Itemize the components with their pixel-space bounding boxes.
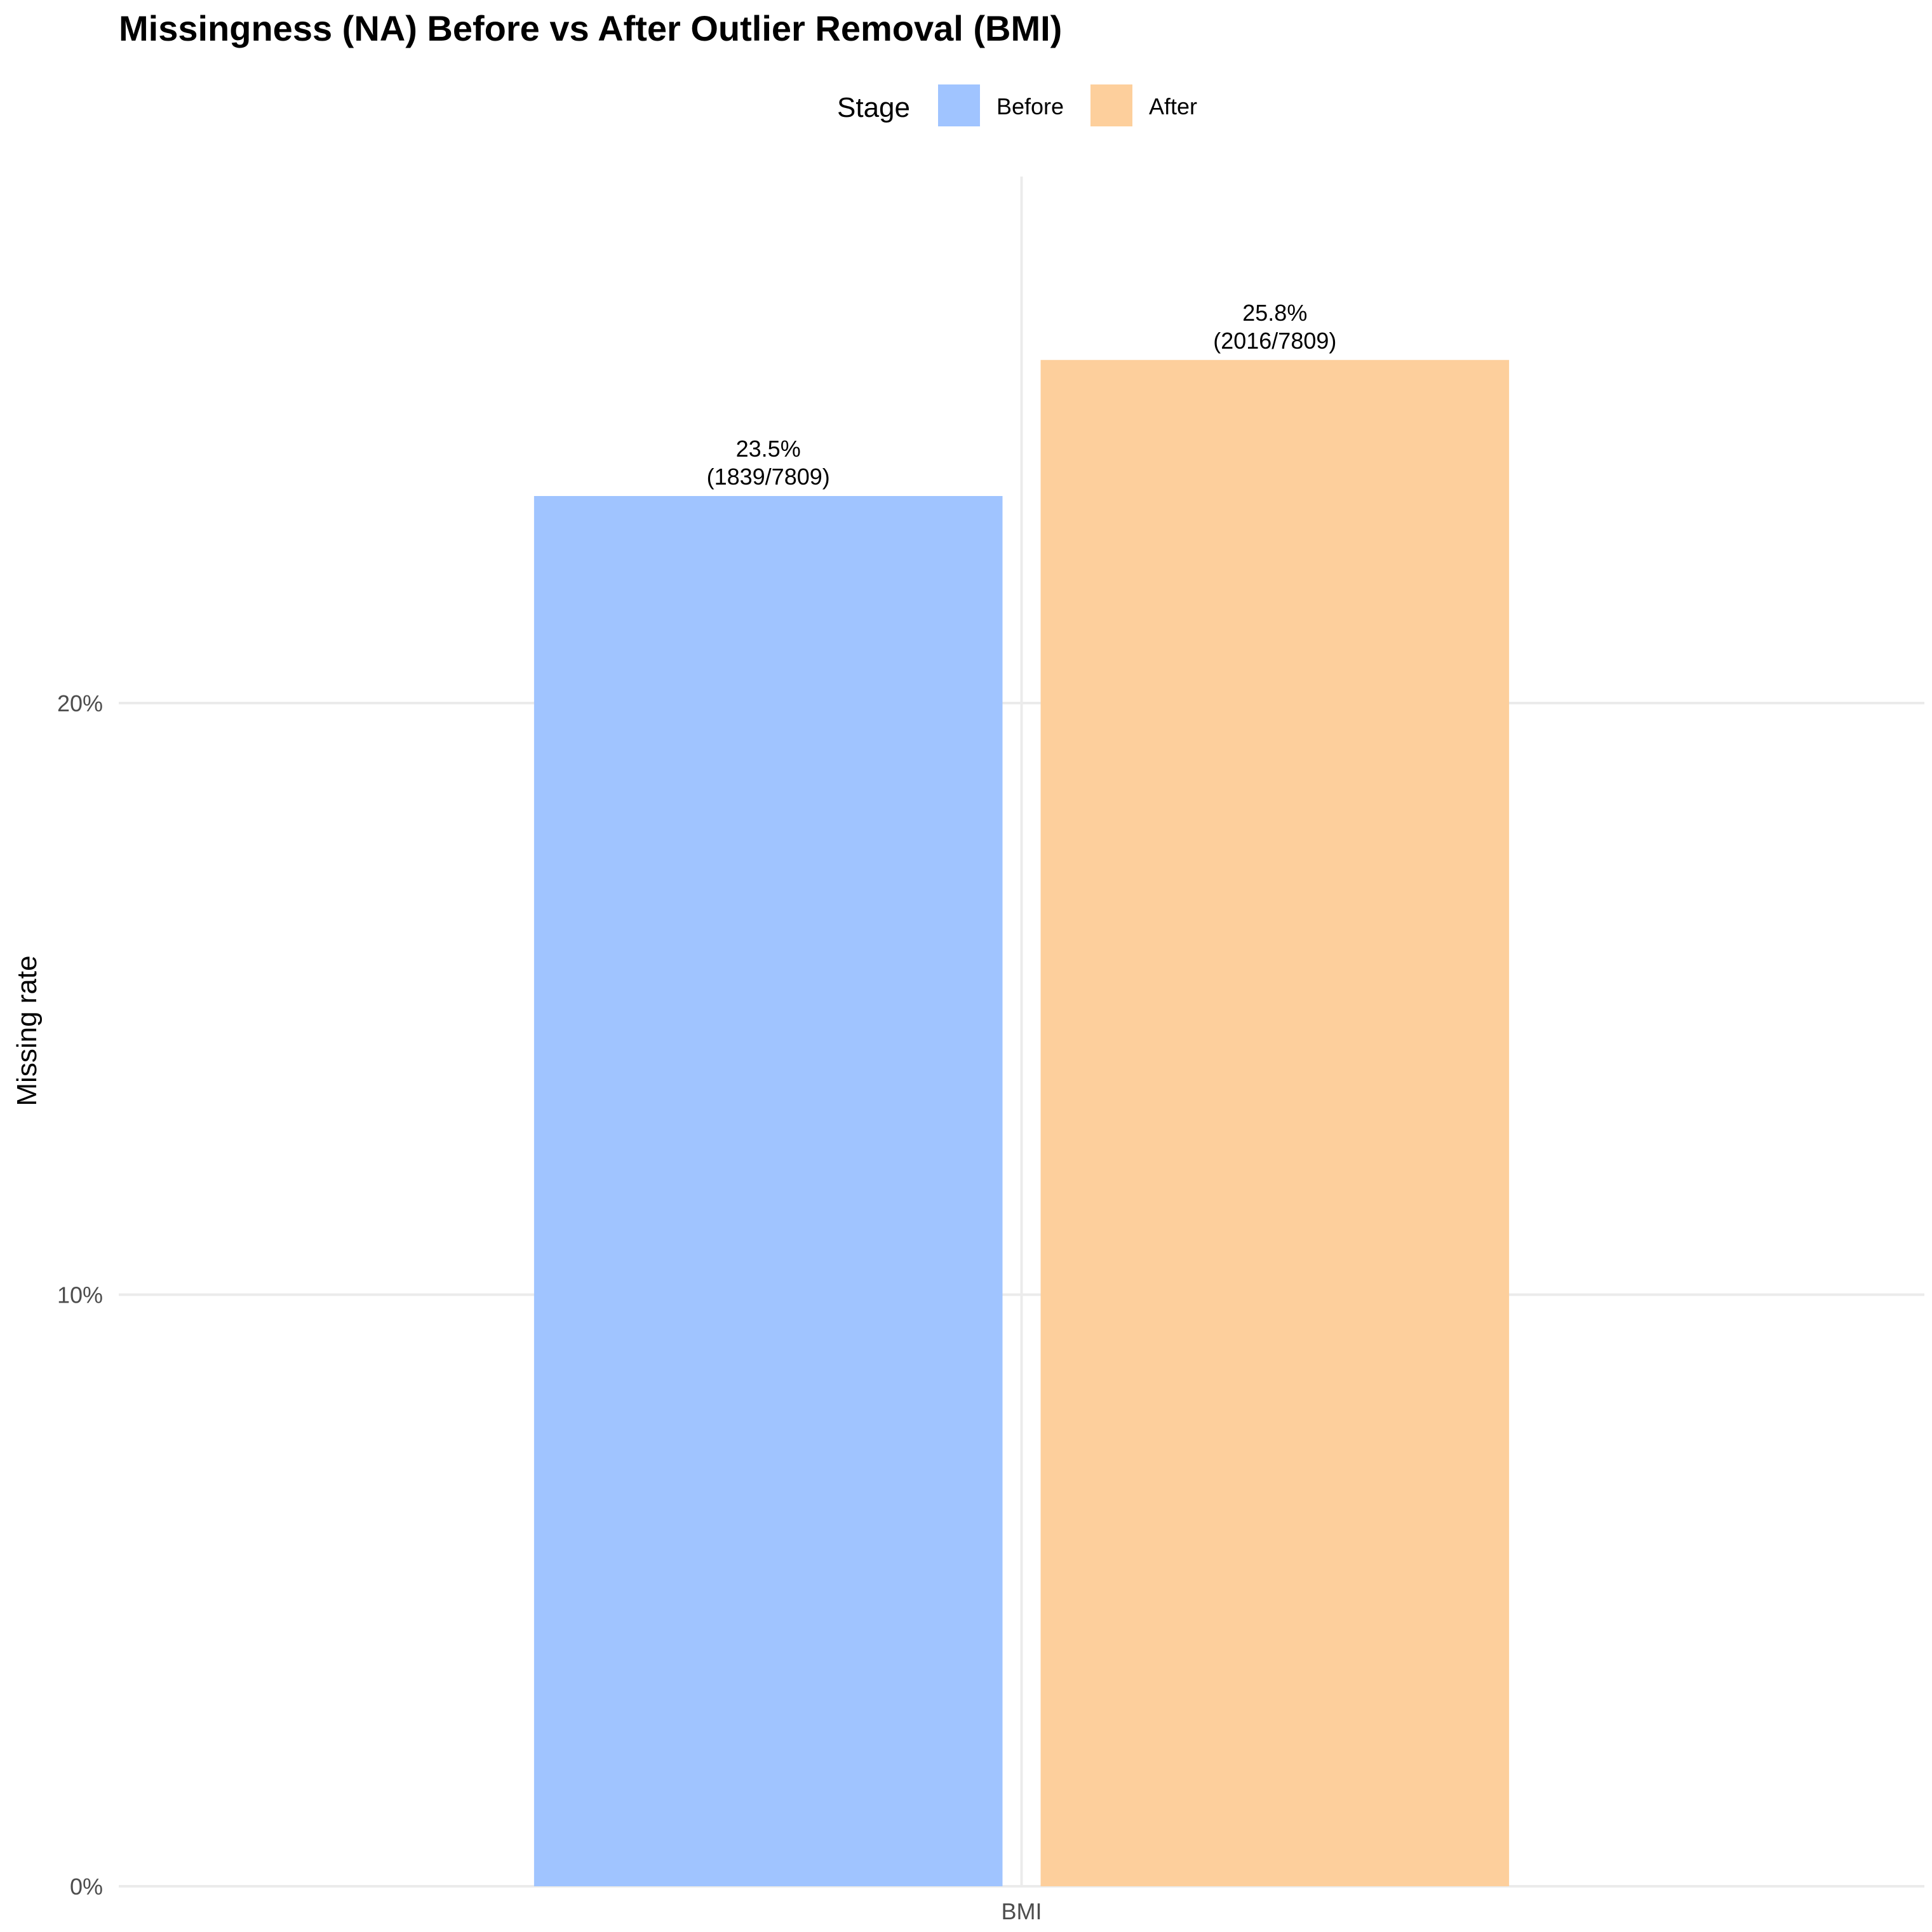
y-tick-label: 0% xyxy=(70,1874,103,1900)
legend: Stage Before After xyxy=(837,84,1197,126)
y-tick-label: 20% xyxy=(57,690,103,716)
y-tick-label: 10% xyxy=(57,1282,103,1308)
y-axis-ticks: 0% 10% 20% xyxy=(57,690,103,1900)
data-label-percent: 25.8% xyxy=(1242,300,1307,326)
legend-label-after: After xyxy=(1149,93,1197,119)
bars xyxy=(533,359,1510,1887)
x-axis-ticks: BMI xyxy=(1001,1898,1042,1924)
data-label-count: (2016/7809) xyxy=(1213,328,1336,354)
legend-swatch-before xyxy=(938,84,980,126)
chart-title: Missingness (NA) Before vs After Outlier… xyxy=(119,8,1062,48)
data-label-count: (1839/7809) xyxy=(707,464,830,490)
bar-before xyxy=(533,496,1003,1887)
legend-label-before: Before xyxy=(996,93,1064,119)
bar-after xyxy=(1040,359,1510,1886)
gridlines xyxy=(119,177,1924,1888)
x-tick-label: BMI xyxy=(1001,1898,1042,1924)
y-axis-label: Missing rate xyxy=(11,955,43,1106)
legend-swatch-after xyxy=(1090,84,1132,126)
data-label-percent: 23.5% xyxy=(736,436,801,462)
data-labels: 23.5%(1839/7809) 25.8%(2016/7809) xyxy=(707,300,1337,490)
legend-title: Stage xyxy=(837,92,910,123)
